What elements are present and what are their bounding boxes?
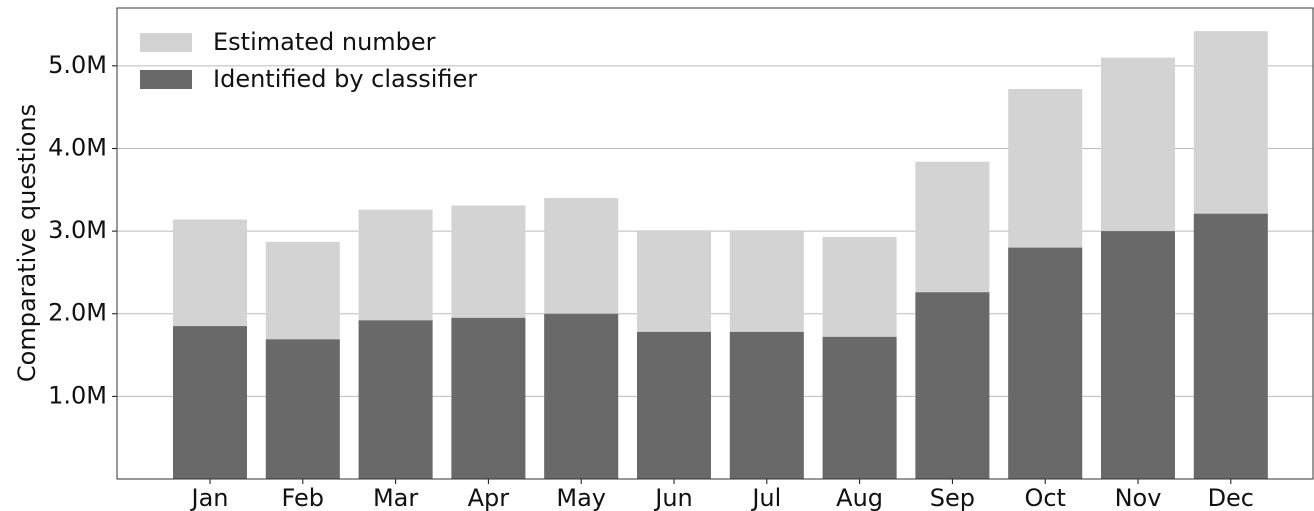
x-tick-label: Nov xyxy=(1115,484,1162,511)
y-tick-label: 3.0M xyxy=(48,216,107,244)
bar xyxy=(544,313,619,479)
bar xyxy=(451,317,526,479)
x-tick-label: Aug xyxy=(836,484,883,511)
y-tick-label: 5.0M xyxy=(48,51,107,79)
x-tick-label: Apr xyxy=(468,484,510,511)
x-tick-label: Feb xyxy=(282,484,325,511)
y-tick-label: 2.0M xyxy=(48,299,107,327)
x-tick-label: Jul xyxy=(750,484,781,511)
x-tick-label: Jun xyxy=(653,484,693,511)
y-axis-label: Comparative questions xyxy=(13,104,41,382)
x-tick-label: Dec xyxy=(1208,484,1254,511)
x-tick-label: Oct xyxy=(1024,484,1066,511)
y-tick-label: 1.0M xyxy=(48,381,107,409)
bar xyxy=(173,326,247,479)
legend-swatch xyxy=(140,70,192,89)
bar xyxy=(358,320,433,479)
legend-swatch xyxy=(140,33,192,52)
x-tick-label: Jan xyxy=(190,484,229,511)
bar xyxy=(1101,231,1175,479)
legend-label: Identified by classifier xyxy=(213,65,477,93)
bar xyxy=(1008,247,1083,479)
bar xyxy=(637,331,711,479)
bar xyxy=(822,336,897,479)
bar xyxy=(265,339,340,479)
plot-frame xyxy=(116,7,1314,480)
y-tick-label: 4.0M xyxy=(48,133,107,161)
bar xyxy=(729,331,804,479)
bar xyxy=(915,292,990,479)
x-tick-label: Mar xyxy=(373,484,418,511)
bar xyxy=(1193,213,1268,479)
legend-label: Estimated number xyxy=(213,28,436,56)
x-tick-label: Sep xyxy=(930,484,975,511)
x-tick-label: May xyxy=(556,484,606,511)
